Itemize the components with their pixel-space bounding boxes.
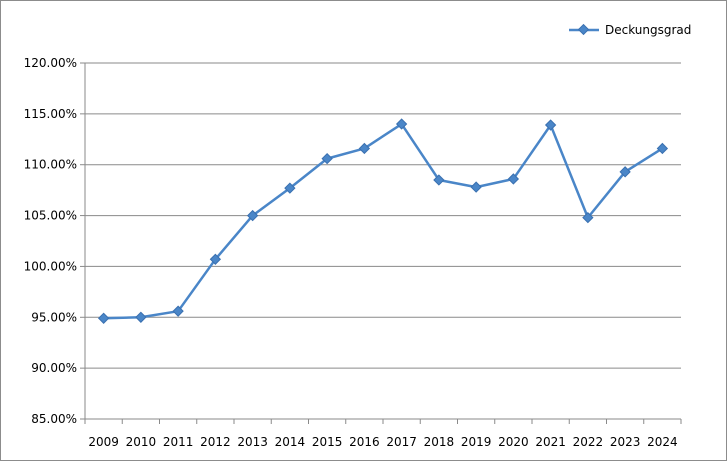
- data-point: [246, 209, 259, 222]
- x-tick-label: 2014: [275, 435, 306, 449]
- data-point: [135, 311, 147, 323]
- data-point: [172, 305, 184, 317]
- data-point: [544, 119, 557, 131]
- x-tick-label: 2009: [88, 435, 119, 449]
- y-axis: 85.00% 90.00% 95.00% 100.00% 105.00% 110.00% 1…: [24, 56, 86, 426]
- data-point: [582, 211, 594, 224]
- y-tick-label: 95.00%: [31, 310, 77, 324]
- series-line: [103, 122, 664, 320]
- x-tick-label: 2022: [573, 435, 604, 449]
- data-point: [433, 174, 445, 186]
- y-tick-label: 110.00%: [24, 158, 77, 172]
- data-point: [470, 181, 482, 193]
- x-tick-label: 2024: [647, 435, 678, 449]
- data-point: [395, 118, 408, 130]
- x-tick-label: 2016: [349, 435, 380, 449]
- x-tick-label: 2011: [163, 435, 194, 449]
- data-point: [97, 312, 110, 324]
- x-tick-label: 2018: [424, 435, 455, 449]
- y-tick-label: 90.00%: [31, 361, 77, 375]
- data-point: [358, 142, 371, 155]
- legend: Deckungsgrad: [569, 23, 691, 37]
- x-tick-label: 2021: [535, 435, 566, 449]
- data-point: [656, 142, 669, 155]
- x-tick-label: 2012: [200, 435, 231, 449]
- x-tick-label: 2020: [498, 435, 529, 449]
- legend-label: Deckungsgrad: [605, 23, 691, 37]
- x-tick-label: 2015: [312, 435, 343, 449]
- y-tick-label: 120.00%: [24, 56, 77, 70]
- x-axis: 2009 2010 2011 2012 2013 2014 2015 2016 2017 2018…: [84, 418, 682, 449]
- x-tick-label: 2023: [610, 435, 641, 449]
- x-tick-label: 2017: [386, 435, 417, 449]
- x-tick-label: 2013: [237, 435, 268, 449]
- y-tick-label: 85.00%: [31, 412, 77, 426]
- series-layer: [97, 118, 669, 324]
- y-tick-label: 105.00%: [24, 209, 77, 223]
- data-point: [507, 173, 520, 185]
- y-tick-label: 100.00%: [24, 259, 77, 273]
- data-point: [209, 253, 222, 265]
- data-point: [619, 166, 631, 178]
- data-point: [284, 182, 296, 194]
- gridlines: [85, 62, 681, 420]
- data-point: [321, 152, 333, 165]
- x-tick-label: 2019: [461, 435, 492, 449]
- legend-marker: [577, 23, 590, 36]
- x-tick-label: 2010: [126, 435, 157, 449]
- y-tick-label: 115.00%: [24, 107, 77, 121]
